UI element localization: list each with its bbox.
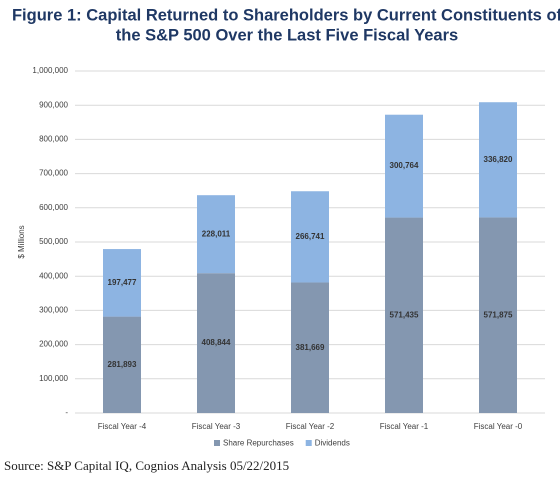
data-label: 197,477: [108, 278, 137, 287]
data-label: 571,435: [390, 310, 419, 319]
y-tick-label: 400,000: [39, 271, 68, 280]
y-tick-label: 800,000: [39, 135, 68, 144]
data-label: 281,893: [108, 360, 137, 369]
legend-label: Dividends: [315, 439, 350, 448]
data-label: 381,669: [296, 343, 325, 352]
y-tick-label: 600,000: [39, 203, 68, 212]
chart-title: Figure 1: Capital Returned to Shareholde…: [12, 6, 560, 24]
bar-segment: [291, 282, 329, 413]
bar-segment: [385, 114, 423, 218]
y-tick-label: -: [65, 408, 68, 417]
x-tick-label: Fiscal Year -0: [474, 422, 523, 431]
data-label: 266,741: [296, 232, 325, 241]
x-tick-label: Fiscal Year -3: [192, 422, 241, 431]
chart-title: the S&P 500 Over the Last Five Fiscal Ye…: [116, 26, 458, 44]
x-tick-label: Fiscal Year -4: [98, 422, 147, 431]
bar-segment: [479, 102, 517, 218]
x-tick-label: Fiscal Year -2: [286, 422, 335, 431]
y-tick-label: 100,000: [39, 374, 68, 383]
data-label: 336,820: [484, 155, 513, 164]
bar-segment: [291, 191, 329, 283]
data-label: 571,875: [484, 310, 513, 319]
bar-segment: [197, 195, 235, 274]
y-tick-label: 700,000: [39, 169, 68, 178]
y-axis-label: $ Millions: [17, 225, 26, 258]
data-label: 228,011: [202, 229, 231, 238]
bar-segment: [103, 249, 141, 317]
y-tick-label: 300,000: [39, 306, 68, 315]
legend-label: Share Repurchases: [223, 439, 294, 448]
bar-segment: [479, 217, 517, 413]
y-tick-label: 200,000: [39, 340, 68, 349]
x-tick-label: Fiscal Year -1: [380, 422, 429, 431]
source: Source: S&P Capital IQ, Cognios Analysis…: [4, 458, 289, 473]
legend-swatch: [214, 440, 220, 446]
y-tick-label: 1,000,000: [32, 66, 68, 75]
data-label: 300,764: [390, 161, 419, 170]
legend-swatch: [305, 440, 312, 446]
y-tick-label: 900,000: [39, 100, 68, 109]
bar-segment: [103, 316, 141, 413]
bar-segment: [385, 217, 423, 413]
data-label: 408,844: [202, 338, 231, 347]
bar-segment: [197, 273, 235, 413]
y-tick-label: 500,000: [39, 237, 68, 246]
